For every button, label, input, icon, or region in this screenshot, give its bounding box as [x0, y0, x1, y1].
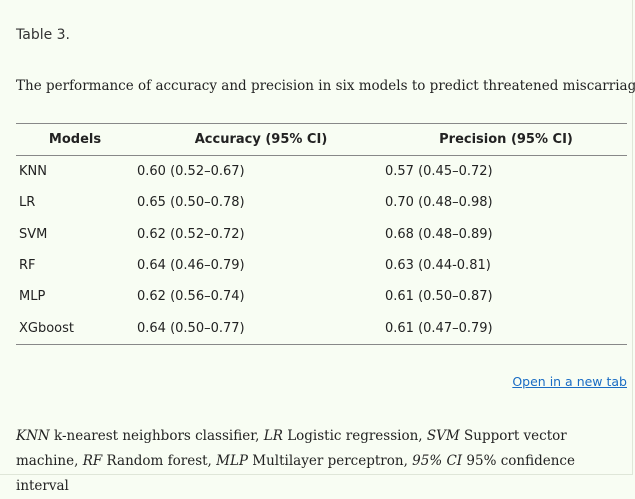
header-accuracy: Accuracy (95% CI) — [194, 132, 328, 147]
footnote-definition: k-nearest neighbors classifier, — [49, 428, 264, 444]
table-header-row: Models Accuracy (95% CI) Precision (95% … — [16, 123, 627, 156]
cell-precision: 0.61 (0.50–0.87) — [385, 289, 493, 305]
content-frame — [0, 0, 633, 475]
cell-model: MLP — [19, 289, 46, 305]
footnote-abbr: KNN — [16, 428, 50, 444]
cell-model: RF — [19, 258, 36, 274]
cell-accuracy: 0.62 (0.56–0.74) — [137, 289, 245, 305]
footnote-abbr: SVM — [426, 428, 460, 444]
cell-accuracy: 0.64 (0.50–0.77) — [137, 320, 245, 336]
footnote-definition: Logistic regression, — [282, 428, 427, 444]
cell-precision: 0.68 (0.48–0.89) — [385, 226, 493, 242]
footnote-definition: Multilayer perceptron, — [248, 453, 413, 469]
cell-accuracy: 0.62 (0.52–0.72) — [137, 226, 245, 242]
table-caption: The performance of accuracy and precisio… — [16, 78, 635, 94]
cell-model: XGboost — [19, 320, 75, 336]
cell-precision: 0.63 (0.44-0.81) — [385, 258, 491, 274]
table-label: Table 3. — [16, 27, 71, 43]
cell-accuracy: 0.65 (0.50–0.78) — [137, 195, 245, 211]
cell-accuracy: 0.60 (0.52–0.67) — [137, 164, 245, 180]
cell-accuracy: 0.64 (0.46–0.79) — [137, 258, 245, 274]
table-row: XGboost 0.64 (0.50–0.77) 0.61 (0.47–0.79) — [16, 312, 627, 345]
table-row: MLP 0.62 (0.56–0.74) 0.61 (0.50–0.87) — [16, 281, 627, 312]
cell-model: KNN — [19, 164, 47, 180]
cell-model: LR — [19, 195, 36, 211]
cell-precision: 0.70 (0.48–0.98) — [385, 195, 493, 211]
performance-table: Models Accuracy (95% CI) Precision (95% … — [16, 123, 627, 345]
table-row: KNN 0.60 (0.52–0.67) 0.57 (0.45–0.72) — [16, 156, 627, 188]
footnote-abbr: MLP — [216, 453, 248, 469]
footnote-definition: Random forest, — [102, 453, 217, 469]
table-row: RF 0.64 (0.46–0.79) 0.63 (0.44-0.81) — [16, 250, 627, 281]
cell-precision: 0.61 (0.47–0.79) — [385, 320, 493, 336]
header-models: Models — [48, 132, 102, 147]
table-row: LR 0.65 (0.50–0.78) 0.70 (0.48–0.98) — [16, 187, 627, 218]
table-row: SVM 0.62 (0.52–0.72) 0.68 (0.48–0.89) — [16, 219, 627, 250]
footnote-abbr: RF — [82, 453, 103, 469]
header-precision: Precision (95% CI) — [439, 132, 573, 147]
open-in-new-tab-link[interactable]: Open in a new tab — [512, 374, 627, 389]
cell-precision: 0.57 (0.45–0.72) — [385, 164, 493, 180]
table-footnote: KNN k-nearest neighbors classifier, LR L… — [16, 424, 616, 499]
footnote-definition: Support vector machine, — [16, 428, 567, 469]
footnote-abbr: LR — [263, 428, 283, 444]
cell-model: SVM — [19, 226, 48, 242]
footnote-abbr: 95% CI — [412, 453, 463, 469]
